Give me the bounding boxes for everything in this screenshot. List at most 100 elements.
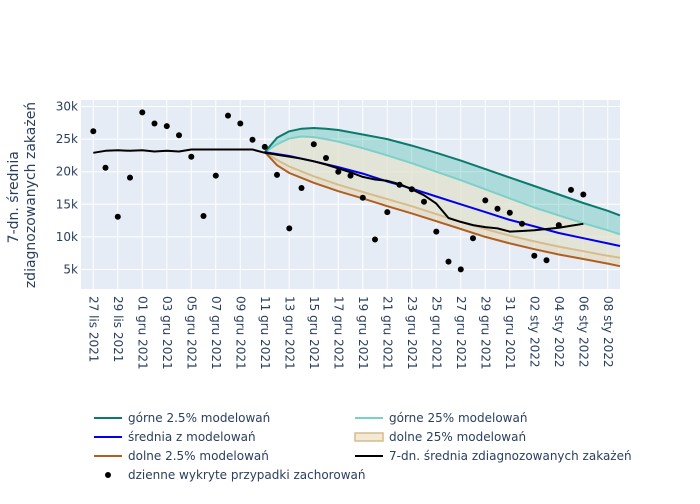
y-axis: 5k 10k 15k 20k 25k 30k [56,100,78,277]
legend-label: górne 2.5% modelowań [128,411,270,425]
daily-case-point [494,205,501,212]
legend-item[interactable]: dolne 2.5% modelowań [94,449,269,463]
daily-case-point [543,257,550,264]
lower-2-5-line [264,151,621,268]
daily-case-point [102,164,109,171]
series-lines [93,127,621,268]
daily-case-point [470,235,476,242]
daily-case-point [396,181,403,188]
daily-case-point [200,213,207,219]
daily-case-point [372,236,378,243]
daily-case-point [286,225,293,232]
legend-label: górne 25% modelowań [389,411,527,425]
legend-label: dzienne wykryte przypadki zachorowań [128,468,365,482]
x-tick-label: 31 gru 2021 [503,296,517,370]
daily-case-point [531,252,538,259]
x-tick-label: 05 gru 2021 [184,296,198,370]
x-axis: 27 lis 2021 29 lis 2021 01 gru 2021 03 gru … [86,296,615,370]
legend-swatch [354,432,384,442]
daily-case-point [274,171,280,178]
legend-label: dolne 25% modelowań [389,430,526,444]
x-tick-label: 27 lis 2021 [86,296,100,362]
y-tick-label: 20k [56,165,78,179]
uncertainty-bands [264,128,620,267]
y-tick-label: 30k [56,100,78,114]
daily-case-point [568,186,574,193]
legend-label: dolne 2.5% modelowań [128,449,269,463]
legend-label: średnia z modelowań [128,430,256,444]
y-axis-title: 7-dn. średnia zdiagnozowanych zakażeń [6,102,39,288]
upper-2-5-line [264,127,621,217]
daily-case-point [506,209,513,216]
legend-swatch [105,472,111,478]
legend-item[interactable]: górne 2.5% modelowań [94,411,270,425]
daily-case-point [408,186,415,193]
daily-case-point [225,112,231,119]
x-tick-label: 19 gru 2021 [356,296,370,370]
x-tick-label: 29 gru 2021 [478,296,492,370]
daily-case-point [237,120,244,127]
legend-item[interactable]: górne 25% modelowań [355,411,527,425]
x-tick-label: 02 sty 2022 [527,296,541,368]
x-tick-label: 03 gru 2021 [160,296,174,370]
daily-case-point [114,213,121,220]
y-tick-label: 15k [56,197,78,211]
legend-item[interactable]: dzienne wykryte przypadki zachorowań [105,468,365,482]
x-tick-label: 17 gru 2021 [331,296,345,370]
x-tick-label: 23 gru 2021 [405,296,419,370]
daily-case-point [555,222,562,229]
legend-label: 7-dn. średnia zdiagnozowanych zakażeń [389,449,632,463]
legend[interactable]: górne 2.5% modelowań górne 25% modelowań ś… [94,411,632,482]
daily-case-point [347,172,354,179]
daily-case-point [519,220,525,227]
daily-case-point [445,258,452,265]
x-tick-label: 13 gru 2021 [282,296,296,370]
y-axis-title-line-2: zdiagnozowanych zakażeń [23,102,39,288]
x-tick-label: 06 sty 2022 [576,296,590,368]
daily-case-point [359,194,366,201]
y-axis-title-line-1: 7-dn. średnia [6,151,22,243]
daily-case-point [580,191,587,198]
daily-case-point [482,197,489,204]
x-tick-label: 07 gru 2021 [209,296,223,370]
band-upper-25-to-lower-25 [264,136,620,258]
daily-case-point [384,209,391,216]
daily-case-point [212,172,219,179]
daily-case-point [310,141,317,148]
upper-25-line [264,135,621,236]
daily-case-point [176,132,182,139]
daily-case-point [261,143,268,150]
daily-case-point [139,109,146,116]
daily-case-point [163,123,170,130]
x-tick-label: 08 sty 2022 [601,296,615,368]
x-tick-label: 25 gru 2021 [429,296,443,370]
lower-25-line [264,151,621,259]
y-tick-label: 5k [63,262,78,276]
x-tick-label: 27 gru 2021 [454,296,468,370]
daily-case-point [90,128,97,135]
daily-case-point [421,198,427,205]
band-lower-25-to-2-5 [264,152,620,267]
daily-case-point [151,120,158,127]
legend-item[interactable]: dolne 25% modelowań [354,430,526,444]
daily-case-point [188,153,195,160]
daily-markers [90,109,587,273]
legend-item[interactable]: 7-dn. średnia zdiagnozowanych zakażeń [355,449,632,463]
daily-case-point [457,266,464,273]
x-tick-label: 09 gru 2021 [233,296,247,370]
y-tick-label: 10k [56,230,78,244]
x-tick-label: 04 sty 2022 [552,296,566,368]
daily-case-point [323,155,329,161]
y-tick-label: 25k [56,132,78,146]
x-tick-label: 15 gru 2021 [307,296,321,370]
daily-case-point [433,228,440,235]
daily-case-point [335,168,342,175]
daily-case-point [298,185,305,191]
seven-day-average-line [93,148,584,233]
x-tick-label: 21 gru 2021 [380,296,394,370]
daily-case-point [249,136,256,143]
legend-item[interactable]: średnia z modelowań [94,430,256,444]
x-tick-label: 01 gru 2021 [135,296,149,370]
